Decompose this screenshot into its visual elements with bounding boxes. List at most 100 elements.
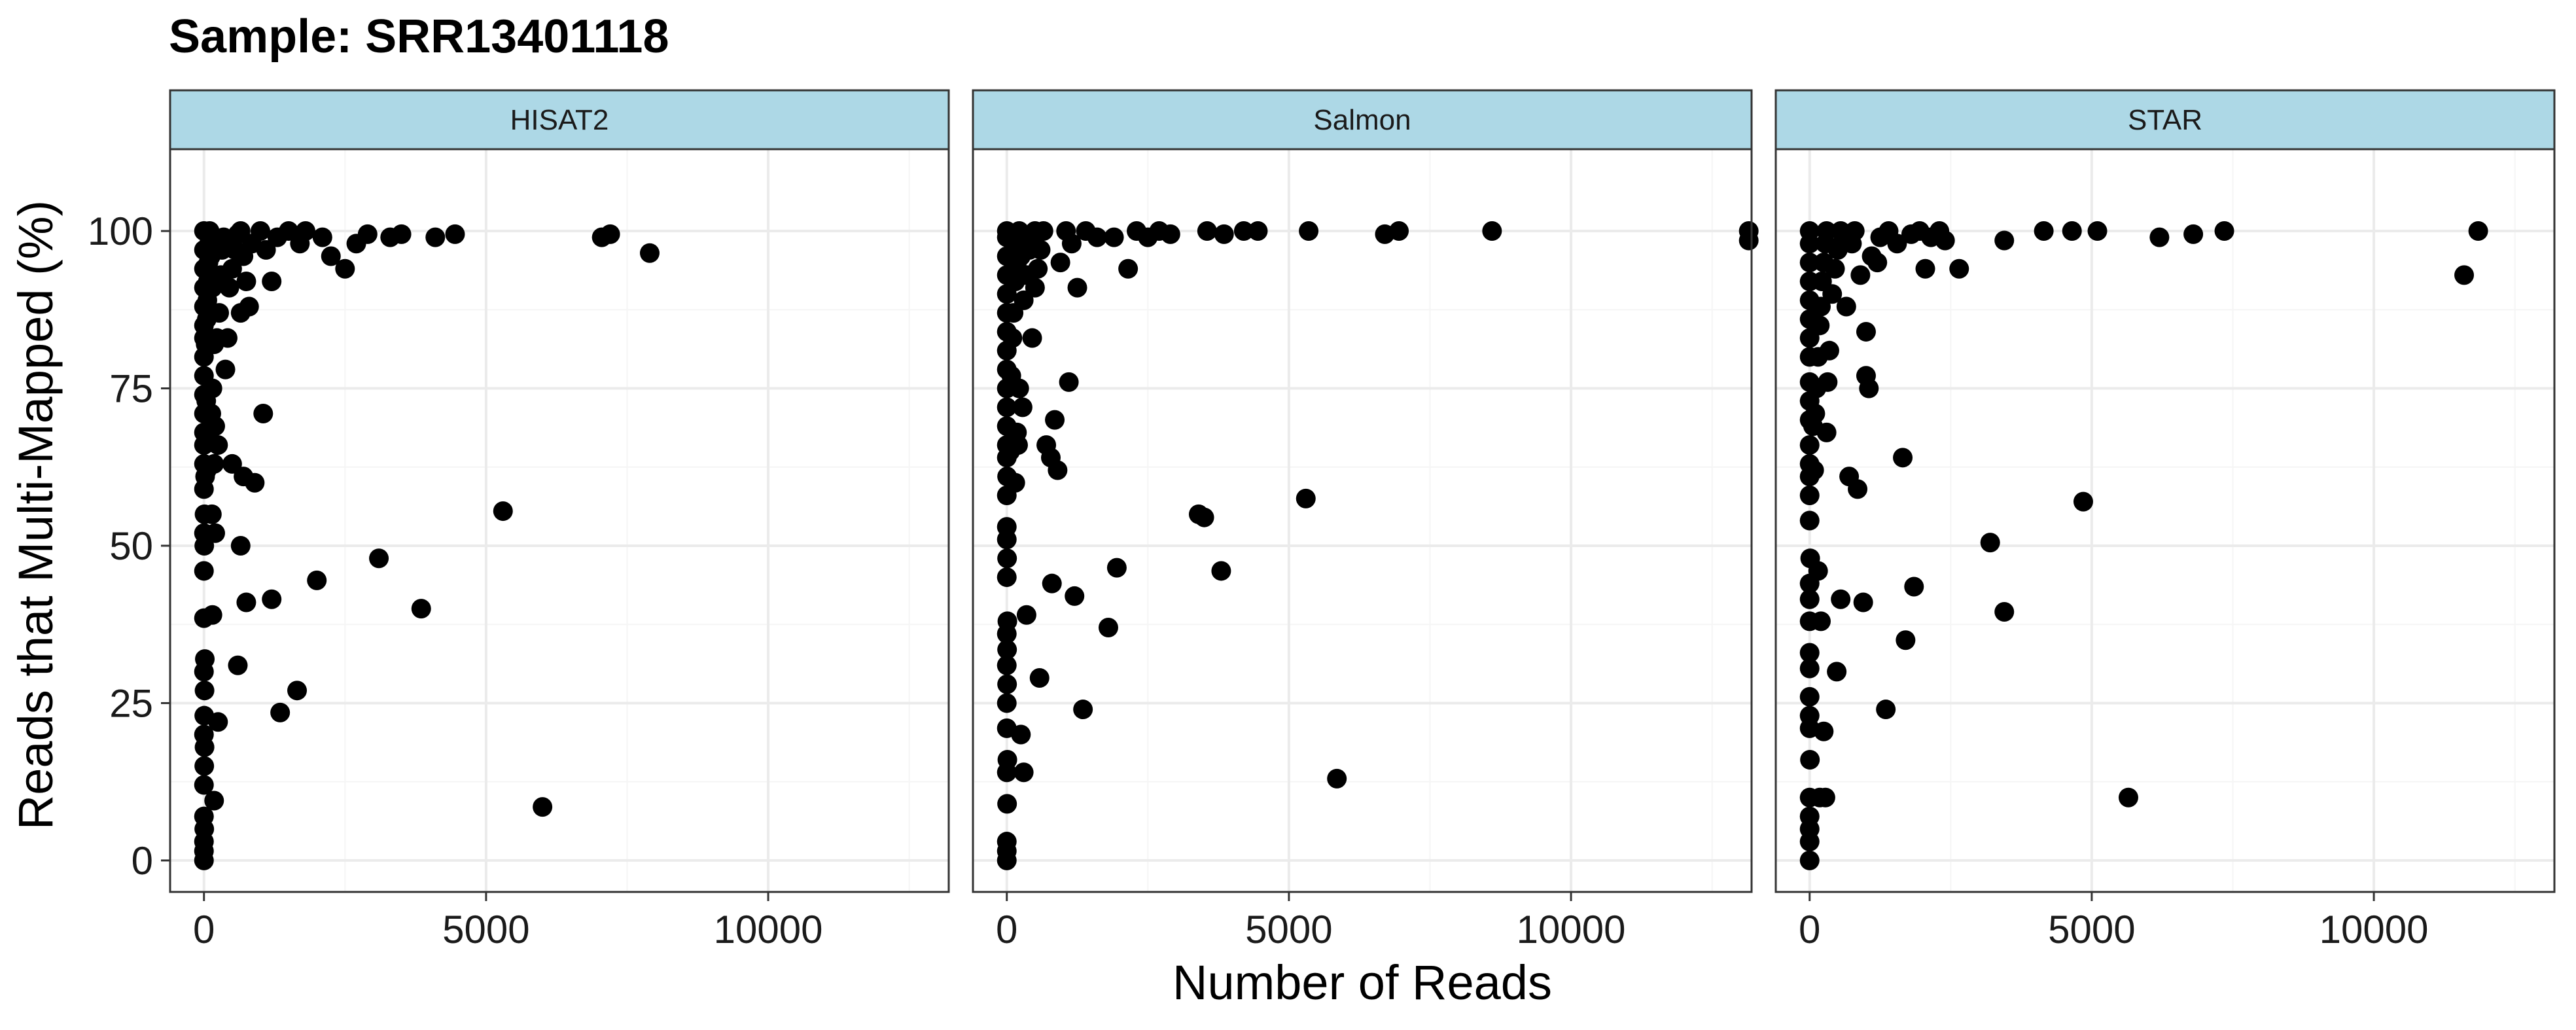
data-point	[202, 605, 222, 625]
data-point	[1814, 721, 1834, 741]
facet-strip	[972, 89, 1753, 151]
data-point	[287, 681, 308, 701]
data-point	[997, 750, 1017, 770]
panel-star: STAR 0 5000 10000	[1774, 89, 2556, 951]
data-point	[1050, 253, 1070, 273]
data-point	[1867, 253, 1888, 273]
data-point	[997, 517, 1017, 537]
data-point	[1827, 662, 1847, 682]
data-point	[1045, 410, 1065, 430]
data-point	[997, 611, 1017, 631]
data-point	[357, 224, 378, 244]
data-point	[1805, 403, 1826, 423]
data-point	[208, 435, 228, 455]
data-point	[1799, 705, 1820, 726]
data-point	[1836, 296, 1856, 317]
data-point	[205, 416, 225, 436]
x-tick-label: 5000	[442, 908, 529, 951]
data-point	[2149, 227, 2170, 247]
data-point	[1994, 230, 2015, 251]
data-point	[1799, 643, 1820, 663]
data-point	[533, 797, 553, 817]
data-point	[256, 240, 276, 260]
data-point	[2468, 221, 2488, 241]
data-point	[1799, 806, 1820, 826]
data-point	[445, 224, 465, 244]
data-point	[1815, 787, 1835, 808]
y-tick-label: 25	[109, 681, 153, 725]
data-point	[321, 246, 341, 266]
data-point	[1012, 397, 1032, 417]
data-point	[1856, 321, 1876, 342]
data-point	[1799, 253, 1820, 273]
data-point	[2087, 221, 2108, 241]
data-point	[1799, 221, 1820, 241]
data-point	[1915, 258, 1935, 279]
data-point	[194, 775, 214, 795]
data-point	[1810, 296, 1831, 317]
data-point	[997, 674, 1017, 694]
data-point	[1002, 328, 1023, 348]
data-point	[204, 790, 224, 811]
data-point	[295, 221, 315, 241]
x-tick-label: 5000	[1245, 908, 1332, 951]
data-point	[1014, 762, 1034, 783]
data-point	[2062, 221, 2082, 241]
data-point	[202, 378, 222, 399]
data-point	[1799, 589, 1820, 609]
data-point	[1799, 486, 1820, 506]
data-point	[1994, 601, 2015, 622]
data-point	[1799, 686, 1820, 707]
data-point	[1389, 221, 1409, 241]
data-point	[1808, 561, 1828, 581]
data-point	[270, 702, 291, 722]
facet-strip	[169, 89, 950, 151]
chart-title: Sample: SRR13401118	[169, 10, 669, 63]
data-point	[1327, 768, 1347, 789]
data-point	[1482, 221, 1502, 241]
data-point	[1098, 618, 1118, 638]
data-point	[228, 655, 248, 675]
data-point	[1904, 577, 1924, 597]
x-tick-label: 5000	[2048, 908, 2135, 951]
data-point	[1799, 658, 1820, 679]
data-point	[1818, 372, 1838, 392]
x-tick-label: 0	[1799, 908, 1820, 951]
data-point	[245, 472, 265, 493]
data-point	[204, 453, 224, 474]
data-point	[1025, 277, 1045, 298]
data-point	[1031, 240, 1051, 260]
facet-strip	[1774, 89, 2556, 151]
data-point	[194, 806, 214, 826]
data-point	[1825, 258, 1845, 279]
data-point	[217, 328, 238, 348]
data-point	[1810, 611, 1831, 631]
data-point	[1800, 750, 1820, 770]
data-point	[1014, 290, 1034, 310]
data-point	[1935, 230, 1955, 251]
data-point	[1233, 221, 1254, 241]
data-point	[1819, 340, 1839, 361]
data-point	[1980, 533, 2000, 553]
panel-background	[1776, 149, 2554, 892]
panel-salmon: Salmon 0 5000 10000	[972, 89, 1759, 951]
data-point	[2118, 787, 2138, 808]
y-tick-label: 75	[109, 367, 153, 411]
data-point	[2183, 224, 2204, 244]
data-point	[1104, 227, 1124, 247]
data-point	[1831, 589, 1851, 609]
y-axis-title: Reads that Multi-Mapped (%)	[9, 200, 63, 830]
data-point	[1816, 221, 1837, 241]
data-point	[425, 227, 446, 247]
x-tick-label: 10000	[714, 908, 823, 951]
panel-background	[170, 149, 949, 892]
facet-strip-label: HISAT2	[510, 104, 609, 136]
data-point	[1848, 479, 1868, 499]
data-point	[1028, 258, 1048, 279]
x-tick-label: 0	[193, 908, 215, 951]
facet-strip-label: STAR	[2128, 104, 2202, 136]
data-point	[2073, 491, 2093, 512]
data-point	[2034, 221, 2054, 241]
data-point	[1009, 378, 1029, 399]
data-point	[1738, 230, 1759, 251]
